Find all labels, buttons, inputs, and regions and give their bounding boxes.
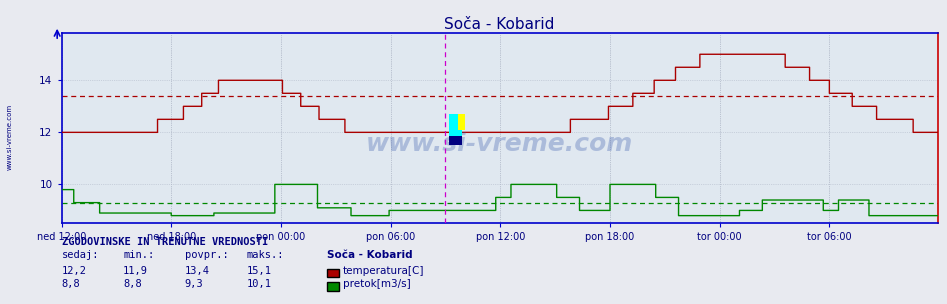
Text: povpr.:: povpr.:: [185, 250, 228, 261]
Text: Soča - Kobarid: Soča - Kobarid: [327, 250, 412, 261]
Text: www.si-vreme.com: www.si-vreme.com: [366, 132, 634, 156]
Text: maks.:: maks.:: [246, 250, 284, 261]
Text: 12,2: 12,2: [62, 266, 86, 276]
Text: temperatura[C]: temperatura[C]: [343, 266, 424, 276]
Text: ZGODOVINSKE IN TRENUTNE VREDNOSTI: ZGODOVINSKE IN TRENUTNE VREDNOSTI: [62, 237, 268, 247]
Bar: [449, 114, 462, 136]
Text: 8,8: 8,8: [123, 279, 142, 289]
Text: sedaj:: sedaj:: [62, 250, 99, 261]
Text: 15,1: 15,1: [246, 266, 271, 276]
Text: www.si-vreme.com: www.si-vreme.com: [7, 104, 12, 170]
Text: min.:: min.:: [123, 250, 154, 261]
Text: 10,1: 10,1: [246, 279, 271, 289]
Bar: [457, 114, 465, 130]
Text: pretok[m3/s]: pretok[m3/s]: [343, 279, 411, 289]
Text: 11,9: 11,9: [123, 266, 148, 276]
Title: Soča - Kobarid: Soča - Kobarid: [444, 17, 555, 32]
Text: 13,4: 13,4: [185, 266, 209, 276]
Text: 8,8: 8,8: [62, 279, 80, 289]
Bar: [449, 136, 462, 145]
Text: 9,3: 9,3: [185, 279, 204, 289]
